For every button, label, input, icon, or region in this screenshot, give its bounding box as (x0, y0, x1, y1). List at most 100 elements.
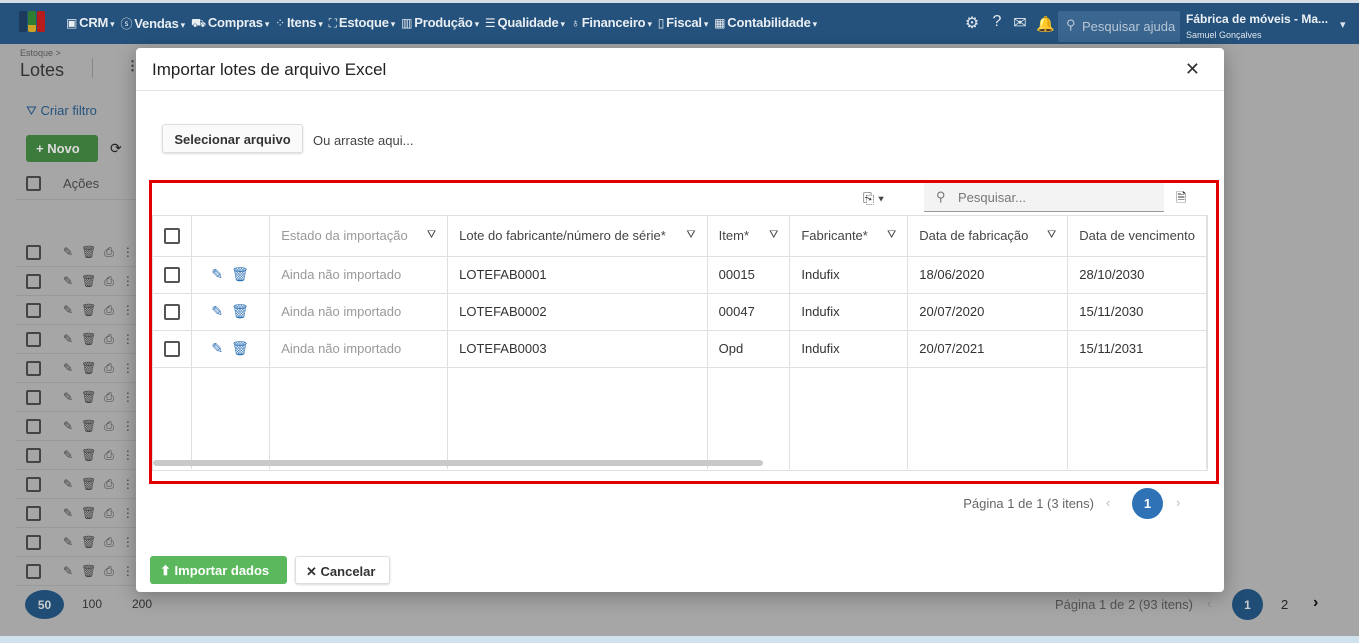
print-icon[interactable]: ⎙ (104, 360, 114, 375)
edit-icon[interactable]: ✎ (211, 340, 224, 356)
edit-icon[interactable]: ✎ (63, 361, 74, 375)
select-all-checkbox[interactable] (164, 228, 180, 245)
grid-search-input[interactable]: ⚲ Pesquisar... (924, 183, 1164, 212)
bell-icon[interactable]: 🔔 (1036, 16, 1055, 33)
more-icon[interactable]: ⋮ (121, 419, 134, 433)
checkbox[interactable] (26, 331, 41, 347)
menu-qualidade[interactable]: ☰ Qualidade ▾ (484, 15, 565, 30)
checkbox[interactable] (26, 418, 41, 434)
checkbox[interactable] (26, 563, 41, 579)
filter-icon[interactable]: ⛛ (887, 229, 897, 242)
more-icon[interactable]: ⋮ (121, 390, 134, 404)
edit-icon[interactable]: ✎ (63, 274, 74, 288)
print-icon[interactable]: ⎙ (104, 447, 114, 462)
dialog-page-1[interactable]: 1 (1132, 488, 1163, 519)
page-size-200[interactable]: 200 (131, 597, 153, 611)
column-header[interactable]: Lote do fabricante/número de série* ⛛ (447, 216, 708, 257)
import-data-button[interactable]: ⬆ Importar dados (150, 556, 287, 584)
menu-contabilidade[interactable]: ▦ Contabilidade ▾ (714, 15, 817, 30)
row-checkbox[interactable] (164, 340, 180, 357)
breadcrumb[interactable]: Estoque > (20, 48, 61, 58)
checkbox[interactable] (26, 273, 41, 289)
print-icon[interactable]: ⎙ (104, 273, 114, 288)
trash-icon[interactable]: 🗑 (81, 390, 97, 404)
trash-icon[interactable]: 🗑 (81, 419, 97, 433)
bg-table-row[interactable]: ✎ 🗑 ⎙ ⋮ (15, 383, 135, 412)
column-header[interactable]: Fabricante* ⛛ (789, 216, 909, 257)
edit-icon[interactable]: ✎ (63, 332, 74, 346)
menu-compras[interactable]: ⛟ Compras ▾ (190, 15, 270, 30)
bg-table-row[interactable]: ✎ 🗑 ⎙ ⋮ (15, 354, 135, 383)
print-icon[interactable]: ⎙ (104, 389, 114, 404)
new-button[interactable]: + Novo (26, 135, 98, 162)
more-icon[interactable]: ⋮ (126, 58, 139, 73)
print-icon[interactable]: ⎙ (104, 331, 114, 346)
checkbox[interactable] (26, 476, 41, 492)
row-checkbox[interactable] (164, 303, 180, 320)
more-icon[interactable]: ⋮ (121, 535, 134, 549)
edit-icon[interactable]: ✎ (63, 390, 74, 404)
page-size-100[interactable]: 100 (81, 597, 103, 611)
help-icon[interactable]: ? (992, 13, 1002, 30)
column-header[interactable]: Data de vencimento (1067, 216, 1207, 257)
next-page-icon[interactable]: › (1313, 594, 1319, 611)
menu-itens[interactable]: ⁘ Itens ▾ (275, 15, 323, 30)
more-icon[interactable]: ⋮ (121, 361, 134, 375)
print-icon[interactable]: ⎙ (104, 534, 114, 549)
checkbox[interactable] (26, 505, 41, 521)
more-icon[interactable]: ⋮ (121, 506, 134, 520)
gear-icon[interactable]: ⚙ (964, 15, 980, 32)
bg-table-row[interactable]: ✎ 🗑 ⎙ ⋮ (15, 325, 135, 354)
chat-icon[interactable]: ✉ (1013, 15, 1027, 32)
trash-icon[interactable]: 🗑 (81, 564, 97, 578)
refresh-icon[interactable]: ⟳ (110, 140, 122, 156)
menu-financeiro[interactable]: ♁ Financeiro ▾ (570, 15, 652, 30)
page-size-50[interactable]: 50 (25, 590, 64, 619)
trash-icon[interactable]: 🗑 (231, 340, 249, 356)
more-icon[interactable]: ⋮ (121, 245, 134, 259)
column-header[interactable]: Item* ⛛ (707, 216, 791, 257)
more-icon[interactable]: ⋮ (121, 303, 134, 317)
close-icon[interactable]: ✕ (1184, 59, 1200, 79)
edit-icon[interactable]: ✎ (63, 506, 74, 520)
prev-page-icon[interactable]: ‹ (1106, 495, 1111, 510)
checkbox[interactable] (26, 244, 41, 260)
table-row[interactable]: ✎ 🗑 Ainda não importado LOTEFAB0002 00047 Ind… (153, 293, 1207, 331)
table-row[interactable]: ✎ 🗑 Ainda não importado LOTEFAB0003 Opd Induf… (153, 330, 1207, 368)
trash-icon[interactable]: 🗑 (81, 274, 97, 288)
cancel-button[interactable]: ✕ Cancelar (295, 556, 390, 584)
trash-icon[interactable]: 🗑 (81, 535, 97, 549)
checkbox[interactable] (26, 302, 41, 318)
trash-icon[interactable]: 🗑 (81, 361, 97, 375)
menu-fiscal[interactable]: ▯ Fiscal ▾ (657, 15, 709, 30)
print-icon[interactable]: ⎙ (104, 563, 114, 578)
column-header[interactable]: Data de fabricação ⛛ (907, 216, 1069, 257)
app-logo[interactable] (19, 11, 45, 32)
menu-estoque[interactable]: ⛶ Estoque ▾ (328, 15, 396, 30)
company-name[interactable]: Fábrica de móveis - Ma... (1186, 12, 1329, 26)
chevron-down-icon[interactable]: ▾ (1340, 19, 1346, 31)
drop-zone-text[interactable]: Ou arraste aqui... (313, 133, 414, 148)
create-filter-link[interactable]: ⛛ Criar filtro (26, 103, 97, 118)
edit-icon[interactable]: ✎ (63, 477, 74, 491)
print-icon[interactable]: ⎙ (104, 418, 114, 433)
bg-table-row[interactable]: ✎ 🗑 ⎙ ⋮ (15, 267, 135, 296)
trash-icon[interactable]: 🗑 (81, 303, 97, 317)
bg-table-row[interactable]: ✎ 🗑 ⎙ ⋮ (15, 470, 135, 499)
trash-icon[interactable]: 🗑 (81, 506, 97, 520)
trash-icon[interactable]: 🗑 (81, 245, 97, 259)
menu-vendas[interactable]: ⓢ Vendas ▾ (120, 16, 185, 31)
column-header[interactable]: Estado da importação ⛛ (269, 216, 449, 257)
edit-icon[interactable]: ✎ (63, 245, 74, 259)
filter-icon[interactable]: ⛛ (769, 229, 779, 242)
more-icon[interactable]: ⋮ (121, 274, 134, 288)
edit-icon[interactable]: ✎ (211, 303, 224, 319)
horizontal-scrollbar[interactable] (153, 460, 763, 466)
row-checkbox[interactable] (164, 266, 180, 283)
print-icon[interactable]: ⎙ (104, 244, 114, 259)
edit-icon[interactable]: ✎ (211, 266, 224, 282)
edit-icon[interactable]: ✎ (63, 448, 74, 462)
filter-icon[interactable]: ⛛ (426, 229, 437, 242)
edit-icon[interactable]: ✎ (63, 303, 74, 317)
trash-icon[interactable]: 🗑 (81, 477, 97, 491)
